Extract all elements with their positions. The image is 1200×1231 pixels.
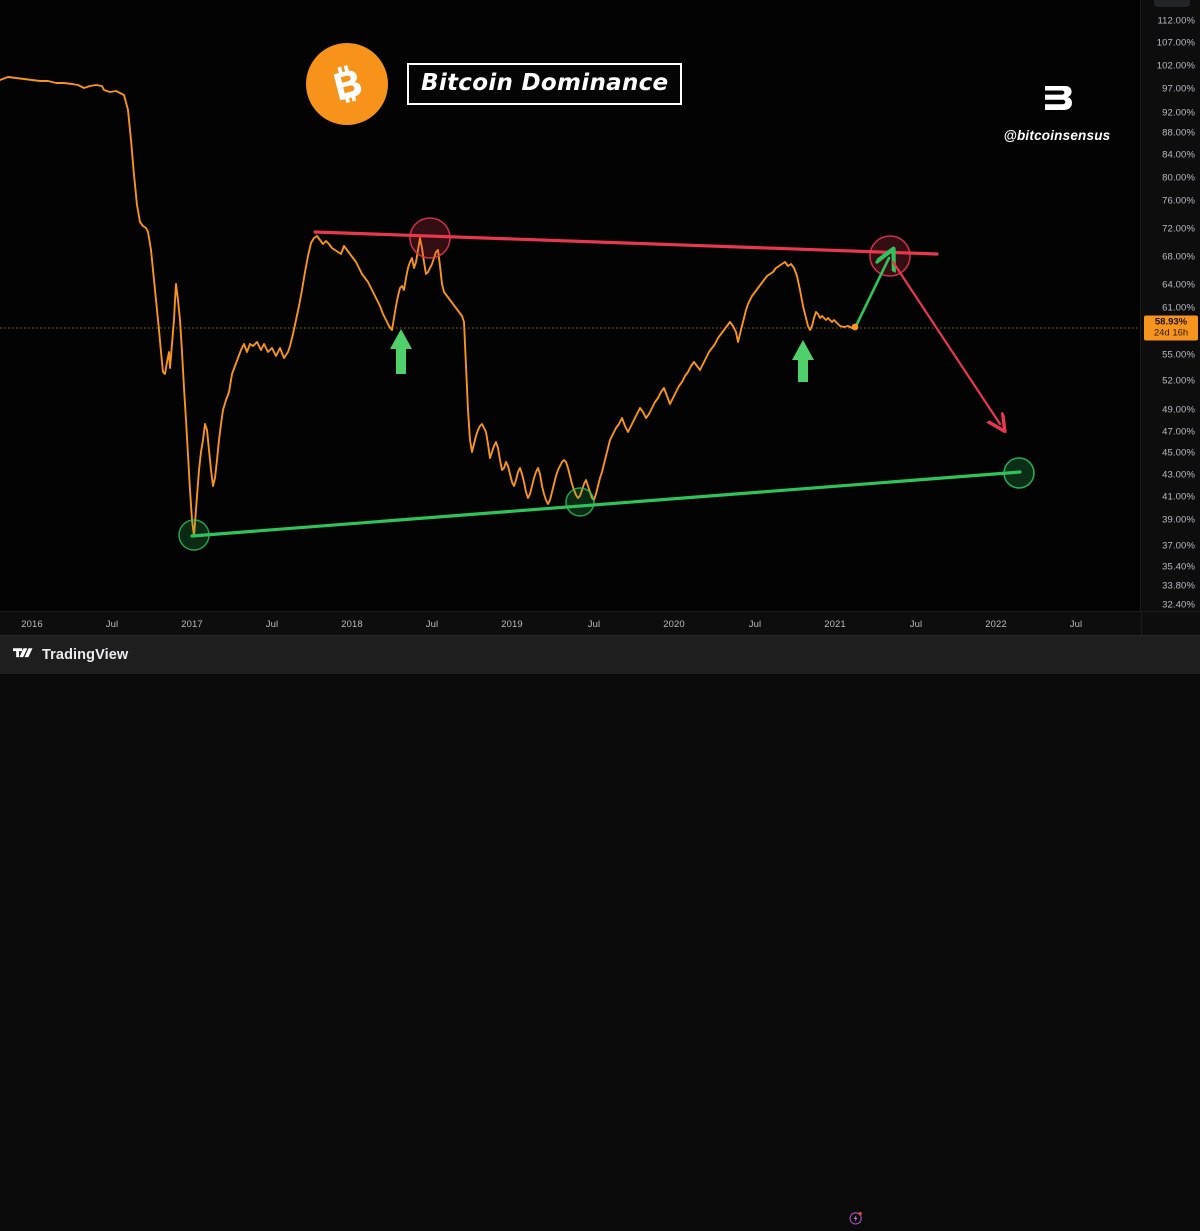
price-tick: 64.00%	[1162, 279, 1195, 291]
author-watermark: @bitcoinsensus	[993, 84, 1121, 143]
time-tick: Jul	[425, 619, 439, 630]
support-touch-2022-marker[interactable]	[565, 487, 595, 517]
time-tick: 2020	[663, 619, 685, 630]
time-tick: Jul	[1069, 619, 1083, 630]
price-tick: 43.00%	[1162, 469, 1195, 481]
time-tick: Jul	[748, 619, 762, 630]
time-tick: 2018	[341, 619, 363, 630]
time-tick: 2021	[824, 619, 846, 630]
time-tick: 2022	[985, 619, 1007, 630]
axis-top-nub	[1154, 0, 1190, 7]
bull-arrow-2025-icon[interactable]	[792, 340, 814, 382]
price-tick: 41.00%	[1162, 491, 1195, 503]
time-tick: 2016	[21, 619, 43, 630]
price-tick: 76.00%	[1162, 195, 1195, 207]
tradingview-brand-text: TradingView	[42, 647, 129, 663]
time-tick: Jul	[265, 619, 279, 630]
time-tick: Jul	[909, 619, 923, 630]
price-tick: 35.40%	[1162, 561, 1195, 573]
bitcoinsensus-b-logo	[993, 84, 1121, 119]
author-handle: @bitcoinsensus	[1003, 128, 1111, 143]
chart-title-box: Bitcoin Dominance	[407, 63, 683, 105]
price-tick: 33.80%	[1162, 580, 1195, 592]
chart-plot-area[interactable]: Bitcoin Dominance @bitcoinsensus	[0, 0, 1141, 611]
price-tick: 45.00%	[1162, 447, 1195, 459]
lightning-bolt-icon[interactable]	[848, 1210, 864, 1226]
tradingview-mark-icon	[13, 648, 33, 658]
support-touch-2018-marker[interactable]	[178, 519, 210, 551]
ascending-support-trendline[interactable]	[190, 470, 1022, 538]
price-tick: 68.00%	[1162, 251, 1195, 263]
price-axis[interactable]: 112.00% 107.00% 102.00% 97.00% 92.00% 88…	[1140, 0, 1200, 611]
projected-decline-arrow[interactable]	[891, 260, 1000, 424]
price-tick: 84.00%	[1162, 149, 1195, 161]
price-tick: 32.40%	[1162, 599, 1195, 611]
current-price-badge[interactable]: 58.93% 24d 16h	[1144, 315, 1198, 341]
status-bar: TradingView	[0, 635, 1200, 674]
last-price-dot	[851, 323, 859, 331]
resistance-touch-projected-marker[interactable]	[869, 235, 911, 277]
price-tick: 97.00%	[1162, 83, 1195, 95]
current-price-value: 58.93%	[1154, 316, 1188, 328]
price-tick: 112.00%	[1157, 15, 1195, 27]
price-tick: 72.00%	[1162, 223, 1195, 235]
bull-arrow-2020-icon[interactable]	[390, 329, 412, 374]
descending-resistance-trendline[interactable]	[313, 230, 939, 256]
btc-dominance-line	[0, 76, 855, 537]
time-tick: 2017	[181, 619, 203, 630]
resistance-touch-2021-marker[interactable]	[409, 217, 451, 259]
bitcoin-icon	[306, 43, 388, 125]
projected-rally-arrow[interactable]	[854, 258, 889, 328]
time-axis[interactable]: 2016 Jul 2017 Jul 2018 Jul 2019 Jul 2020…	[0, 611, 1141, 1225]
price-tick: 52.00%	[1162, 375, 1195, 387]
price-tick: 88.00%	[1162, 127, 1195, 139]
tradingview-logo[interactable]: TradingView	[13, 647, 128, 663]
price-tick: 102.00%	[1156, 60, 1195, 72]
price-tick: 55.00%	[1162, 349, 1195, 361]
time-tick: 2019	[501, 619, 523, 630]
page-title: Bitcoin Dominance	[421, 70, 669, 96]
price-tick: 47.00%	[1162, 426, 1195, 438]
bar-countdown: 24d 16h	[1153, 327, 1189, 339]
price-tick: 92.00%	[1162, 107, 1195, 119]
price-tick: 49.00%	[1162, 404, 1195, 416]
price-tick: 61.00%	[1162, 302, 1195, 314]
time-tick: Jul	[105, 619, 119, 630]
chart-title-block: Bitcoin Dominance	[306, 43, 683, 125]
price-tick: 39.00%	[1162, 514, 1195, 526]
chart-canvas	[0, 76, 1141, 551]
support-touch-projected-marker[interactable]	[1003, 457, 1035, 489]
price-tick: 107.00%	[1156, 37, 1195, 49]
time-tick: Jul	[587, 619, 601, 630]
price-tick: 80.00%	[1162, 172, 1195, 184]
axis-corner	[1141, 611, 1200, 637]
price-tick: 37.00%	[1162, 540, 1195, 552]
